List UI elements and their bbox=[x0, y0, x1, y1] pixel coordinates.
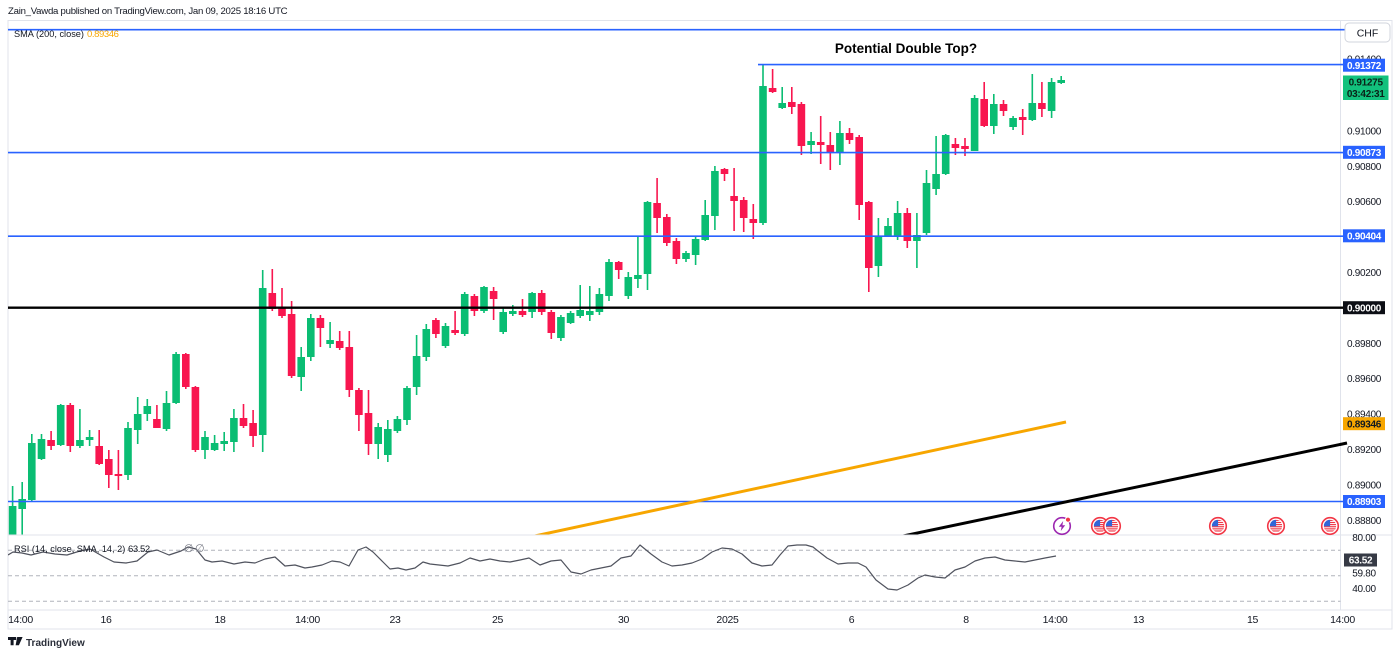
svg-text:0.89346: 0.89346 bbox=[1347, 419, 1382, 430]
svg-text:∅: ∅ bbox=[184, 543, 194, 555]
svg-text:0.89200: 0.89200 bbox=[1347, 445, 1382, 456]
svg-text:13: 13 bbox=[1133, 614, 1145, 626]
svg-text:59.80: 59.80 bbox=[1352, 569, 1376, 580]
svg-text:23: 23 bbox=[389, 614, 401, 626]
svg-text:14:00: 14:00 bbox=[1043, 614, 1068, 626]
svg-text:80.00: 80.00 bbox=[1352, 533, 1376, 544]
svg-text:16: 16 bbox=[100, 614, 112, 626]
svg-text:2025: 2025 bbox=[716, 614, 739, 626]
svg-text:0.90404: 0.90404 bbox=[1347, 232, 1382, 243]
svg-text:TradingView: TradingView bbox=[26, 638, 85, 649]
svg-text:8: 8 bbox=[963, 614, 969, 626]
svg-text:0.88903: 0.88903 bbox=[1347, 497, 1382, 508]
svg-text:0.90873: 0.90873 bbox=[1347, 148, 1382, 159]
svg-text:0.89000: 0.89000 bbox=[1347, 480, 1382, 491]
svg-text:14:00: 14:00 bbox=[295, 614, 320, 626]
svg-text:0.89346: 0.89346 bbox=[87, 29, 119, 40]
svg-text:CHF: CHF bbox=[1357, 27, 1379, 39]
svg-text:63.52: 63.52 bbox=[1349, 556, 1373, 567]
svg-text:0.89400: 0.89400 bbox=[1347, 410, 1382, 421]
svg-text:03:42:31: 03:42:31 bbox=[1347, 89, 1385, 100]
svg-text:0.90800: 0.90800 bbox=[1347, 162, 1382, 173]
svg-text:0.90600: 0.90600 bbox=[1347, 197, 1382, 208]
svg-text:0.89600: 0.89600 bbox=[1347, 374, 1382, 385]
svg-text:0.91275: 0.91275 bbox=[1349, 78, 1384, 89]
svg-text:∅: ∅ bbox=[195, 543, 205, 555]
svg-text:0.90000: 0.90000 bbox=[1347, 303, 1382, 314]
svg-text:0.91000: 0.91000 bbox=[1347, 126, 1382, 137]
svg-text:0.88800: 0.88800 bbox=[1347, 516, 1382, 527]
svg-text:RSI (14, close, SMA, 14, 2): RSI (14, close, SMA, 14, 2) bbox=[14, 544, 125, 554]
svg-text:0.90200: 0.90200 bbox=[1347, 268, 1382, 279]
svg-text:0.89800: 0.89800 bbox=[1347, 339, 1382, 350]
svg-text:SMA (200, close): SMA (200, close) bbox=[14, 29, 84, 39]
svg-text:15: 15 bbox=[1247, 614, 1259, 626]
svg-text:63.52: 63.52 bbox=[128, 544, 150, 555]
svg-text:Zain_Vawda published on Tradin: Zain_Vawda published on TradingView.com,… bbox=[8, 6, 288, 17]
svg-text:18: 18 bbox=[214, 614, 226, 626]
svg-text:0.91372: 0.91372 bbox=[1347, 61, 1382, 72]
svg-text:14:00: 14:00 bbox=[8, 614, 33, 626]
svg-text:6: 6 bbox=[849, 614, 855, 626]
svg-text:Potential Double Top?: Potential Double Top? bbox=[835, 41, 977, 56]
svg-text:40.00: 40.00 bbox=[1352, 584, 1376, 595]
svg-text:25: 25 bbox=[492, 614, 504, 626]
svg-text:30: 30 bbox=[618, 614, 630, 626]
svg-text:14:00: 14:00 bbox=[1330, 614, 1355, 626]
